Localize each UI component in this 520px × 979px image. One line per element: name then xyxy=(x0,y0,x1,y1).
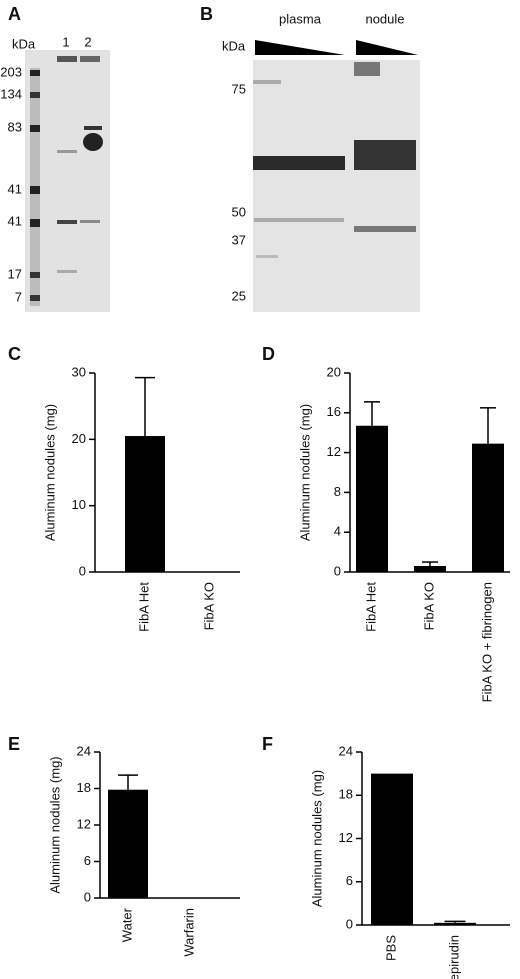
x-tick-label: Warfarin xyxy=(181,908,196,957)
y-tick-label: 20 xyxy=(72,431,86,446)
marker-label: 83 xyxy=(8,119,22,134)
unit-label: kDa xyxy=(222,38,246,53)
y-tick-label: 24 xyxy=(77,743,91,758)
marker-label: 75 xyxy=(232,81,246,96)
marker-label: 41 xyxy=(8,181,22,196)
panel-letter: E xyxy=(8,734,20,754)
gel-image-a xyxy=(25,50,110,312)
y-tick-label: 24 xyxy=(339,743,353,758)
y-tick-label: 10 xyxy=(72,497,86,512)
panel-letter: F xyxy=(262,734,273,754)
panel-letter: D xyxy=(262,344,275,364)
bar xyxy=(434,922,476,925)
lane-label: nodule xyxy=(365,11,404,26)
panel-letter: B xyxy=(200,4,213,24)
unit-label: kDa xyxy=(12,36,36,51)
x-tick-label: FibA Het xyxy=(136,582,151,632)
x-tick-label: Water xyxy=(119,907,134,942)
x-tick-label: FibA KO xyxy=(201,582,216,630)
panel-letter: C xyxy=(8,344,21,364)
y-axis-label: Aluminum nodules (mg) xyxy=(297,404,312,541)
y-axis-label: Aluminum nodules (mg) xyxy=(309,770,324,907)
y-tick-label: 30 xyxy=(72,364,86,379)
marker-label: 203 xyxy=(0,64,22,79)
y-tick-label: 4 xyxy=(334,524,341,539)
bar xyxy=(125,436,165,572)
x-tick-label: PBS xyxy=(383,935,398,961)
y-axis-label: Aluminum nodules (mg) xyxy=(47,756,62,893)
y-axis-label: Aluminum nodules (mg) xyxy=(42,404,57,541)
marker-label: 37 xyxy=(232,232,246,247)
lane-label: 1 xyxy=(62,34,69,49)
marker-label: 7 xyxy=(15,289,22,304)
bar xyxy=(108,789,148,898)
y-tick-label: 0 xyxy=(84,889,91,904)
panel-letter: A xyxy=(8,4,21,24)
bar xyxy=(356,425,388,572)
x-tick-label: Lepirudin xyxy=(446,935,461,979)
marker-label: 50 xyxy=(232,204,246,219)
marker-label: 25 xyxy=(232,288,246,303)
y-tick-label: 20 xyxy=(327,364,341,379)
y-tick-label: 8 xyxy=(334,484,341,499)
y-tick-label: 6 xyxy=(84,853,91,868)
bar xyxy=(472,443,504,572)
marker-label: 134 xyxy=(0,86,22,101)
y-tick-label: 16 xyxy=(327,404,341,419)
y-tick-label: 0 xyxy=(346,916,353,931)
y-tick-label: 0 xyxy=(79,563,86,578)
gel-image-b xyxy=(253,40,420,312)
lane-label: 2 xyxy=(84,34,91,49)
y-tick-label: 18 xyxy=(339,787,353,802)
marker-label: 41 xyxy=(8,213,22,228)
x-tick-label: FibA KO + fibrinogen xyxy=(479,582,494,702)
marker-label: 17 xyxy=(8,266,22,281)
y-tick-label: 12 xyxy=(327,444,341,459)
y-tick-label: 18 xyxy=(77,780,91,795)
bar xyxy=(414,566,446,572)
y-tick-label: 6 xyxy=(346,873,353,888)
bar xyxy=(371,773,413,925)
x-tick-label: FibA Het xyxy=(363,582,378,632)
y-tick-label: 12 xyxy=(339,830,353,845)
y-tick-label: 0 xyxy=(334,563,341,578)
y-tick-label: 12 xyxy=(77,816,91,831)
lane-label: plasma xyxy=(279,11,322,26)
x-tick-label: FibA KO xyxy=(421,582,436,630)
